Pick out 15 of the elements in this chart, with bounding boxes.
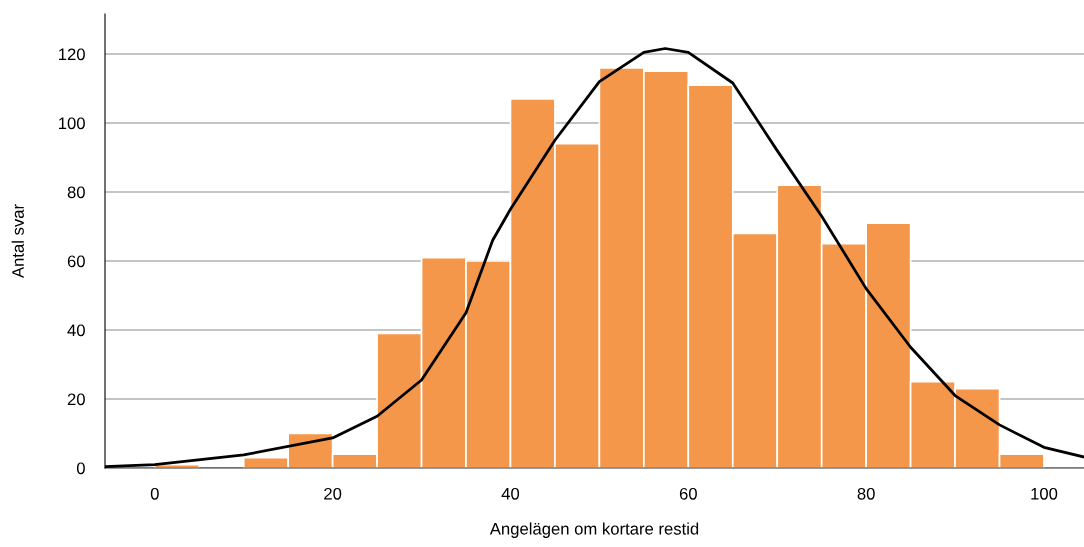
y-tick-label: 80 xyxy=(67,186,85,199)
x-tick-label: 40 xyxy=(501,487,520,500)
y-tick-label: 120 xyxy=(59,48,85,61)
y-tick-label: 0 xyxy=(76,462,85,475)
x-tick-label: 20 xyxy=(324,487,342,500)
y-tick-label: 100 xyxy=(59,117,85,130)
y-tick-label: 60 xyxy=(67,255,85,268)
x-tick-label: 100 xyxy=(1031,487,1058,500)
x-tick-label: 80 xyxy=(857,487,875,500)
y-axis-title: Antal svar xyxy=(11,204,24,279)
x-tick-label: 60 xyxy=(679,487,697,500)
x-axis-title: Angelägen om kortare restid xyxy=(489,522,699,538)
y-tick-label: 20 xyxy=(67,393,85,406)
x-tick-label: 0 xyxy=(150,487,159,500)
y-tick-label: 40 xyxy=(67,324,85,337)
